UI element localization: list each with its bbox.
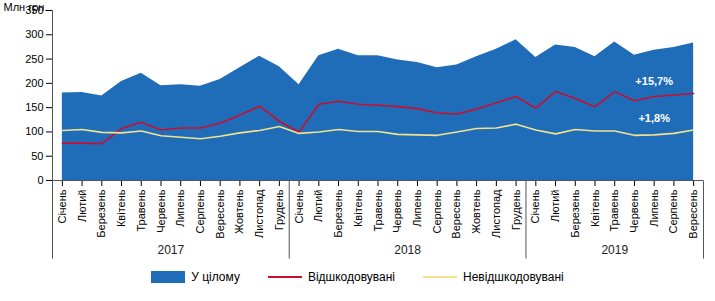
svg-text:Червень: Червень — [391, 189, 403, 232]
svg-text:Листопад: Листопад — [253, 189, 265, 238]
svg-text:Травень: Травень — [135, 189, 147, 231]
svg-text:Лютий: Лютий — [549, 190, 561, 223]
svg-text:Млн грн.: Млн грн. — [4, 1, 48, 13]
svg-text:250: 250 — [25, 53, 43, 65]
html-text:У цілому: У цілому — [191, 270, 240, 284]
svg-text:Січень: Січень — [56, 189, 68, 223]
svg-text:Липень: Липень — [648, 189, 660, 227]
svg-text:+1,8%: +1,8% — [638, 112, 670, 124]
svg-text:Серпень: Серпень — [194, 189, 206, 233]
svg-text:Вересень: Вересень — [450, 189, 462, 238]
svg-text:300: 300 — [25, 28, 43, 40]
svg-text:Липень: Липень — [411, 189, 423, 227]
svg-text:0: 0 — [37, 174, 43, 186]
svg-text:Червень: Червень — [628, 189, 640, 232]
svg-text:2017: 2017 — [158, 243, 185, 257]
svg-text:Квітень: Квітень — [352, 189, 364, 227]
svg-text:Травень: Травень — [608, 189, 620, 231]
html-text:Відшкодовувані: Відшкодовувані — [307, 270, 395, 284]
svg-text:Липень: Липень — [174, 189, 186, 227]
svg-text:50: 50 — [31, 150, 43, 162]
svg-text:Березень: Березень — [569, 189, 581, 237]
svg-text:Жовтень: Жовтень — [470, 189, 482, 234]
svg-text:Січень: Січень — [293, 189, 305, 223]
svg-text:Вересень: Вересень — [687, 189, 699, 238]
svg-text:Березень: Березень — [95, 189, 107, 237]
svg-text:2018: 2018 — [394, 243, 421, 257]
html-text:Невідшкодовувані: Невідшкодовувані — [463, 270, 564, 284]
svg-text:150: 150 — [25, 101, 43, 113]
svg-text:200: 200 — [25, 77, 43, 89]
svg-text:Травень: Травень — [372, 189, 384, 231]
svg-text:Грудень: Грудень — [510, 189, 522, 230]
svg-text:Вересень: Вересень — [214, 189, 226, 238]
svg-text:Грудень: Грудень — [273, 189, 285, 230]
svg-text:Березень: Березень — [332, 189, 344, 237]
svg-text:Лютий: Лютий — [312, 190, 324, 223]
svg-text:100: 100 — [25, 125, 43, 137]
svg-text:Червень: Червень — [155, 189, 167, 232]
svg-text:2019: 2019 — [601, 243, 628, 257]
svg-text:Січень: Січень — [529, 189, 541, 223]
svg-text:Серпень: Серпень — [667, 189, 679, 233]
svg-text:Серпень: Серпень — [431, 189, 443, 233]
svg-text:Квітень: Квітень — [115, 189, 127, 227]
svg-text:+15,7%: +15,7% — [635, 75, 673, 87]
svg-text:Квітень: Квітень — [589, 189, 601, 227]
svg-text:Жовтень: Жовтень — [233, 189, 245, 234]
svg-text:Лютий: Лютий — [76, 190, 88, 223]
svg-text:Листопад: Листопад — [490, 189, 502, 238]
